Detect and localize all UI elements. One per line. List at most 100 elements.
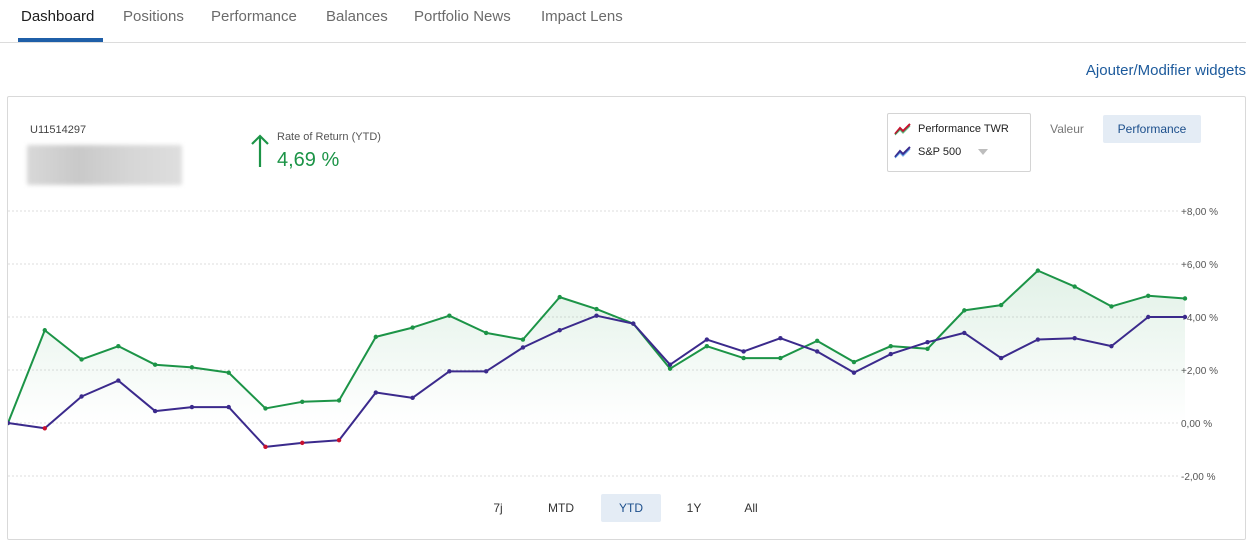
data-point[interactable] <box>704 343 710 349</box>
data-point[interactable] <box>373 334 379 340</box>
y-tick-label: +6,00 % <box>1181 260 1218 271</box>
arrow-up-icon <box>251 134 269 167</box>
data-point[interactable] <box>741 355 746 361</box>
data-point[interactable] <box>594 313 599 318</box>
data-point[interactable] <box>336 398 342 403</box>
data-point[interactable] <box>116 378 121 383</box>
data-point[interactable] <box>189 404 195 410</box>
data-point[interactable] <box>226 370 231 375</box>
account-name-redacted <box>27 145 182 185</box>
data-point[interactable] <box>778 336 783 341</box>
data-point[interactable] <box>152 408 158 414</box>
data-point[interactable] <box>1035 268 1041 273</box>
data-point[interactable] <box>373 390 379 395</box>
data-point[interactable] <box>998 355 1004 361</box>
data-point[interactable] <box>336 438 342 443</box>
data-point[interactable] <box>42 328 47 333</box>
tab-performance[interactable]: Performance <box>211 8 297 25</box>
data-point[interactable] <box>152 362 158 367</box>
data-point[interactable] <box>79 394 84 399</box>
data-point[interactable] <box>888 343 893 349</box>
y-tick-label: +8,00 % <box>1181 207 1218 218</box>
top-tab-bar: Dashboard Positions Performance Balances… <box>0 0 1246 43</box>
data-point[interactable] <box>1072 336 1077 341</box>
data-point[interactable] <box>631 321 636 326</box>
data-point[interactable] <box>814 338 820 344</box>
y-tick-label: +4,00 % <box>1181 313 1218 324</box>
legend-item-performance-twr[interactable]: Performance TWR <box>894 122 1009 136</box>
data-point[interactable] <box>520 345 526 350</box>
data-point[interactable] <box>925 339 930 345</box>
data-point[interactable] <box>1109 304 1114 309</box>
data-point[interactable] <box>851 359 857 365</box>
data-point[interactable] <box>300 440 305 446</box>
tab-dashboard[interactable]: Dashboard <box>21 8 95 25</box>
data-point[interactable] <box>300 399 305 404</box>
data-point[interactable] <box>1146 293 1151 298</box>
data-point[interactable] <box>814 349 820 354</box>
data-point[interactable] <box>998 302 1004 308</box>
data-point[interactable] <box>778 355 783 361</box>
tab-impact-lens[interactable]: Impact Lens <box>541 8 623 25</box>
data-point[interactable] <box>1072 284 1077 289</box>
data-point[interactable] <box>1146 314 1151 320</box>
legend-label: S&P 500 <box>918 146 962 158</box>
data-point[interactable] <box>79 357 84 362</box>
chart-legend: Performance TWR S&P 500 <box>887 113 1031 172</box>
data-point[interactable] <box>667 366 673 371</box>
tab-positions[interactable]: Positions <box>123 8 184 25</box>
data-point[interactable] <box>704 337 710 342</box>
toggle-valeur-button[interactable]: Valeur <box>1050 122 1084 136</box>
data-point[interactable] <box>263 444 268 450</box>
data-point[interactable] <box>8 420 11 426</box>
twr-area-fill <box>8 270 1185 423</box>
data-point[interactable] <box>410 325 415 330</box>
data-point[interactable] <box>263 406 268 411</box>
data-point[interactable] <box>888 351 893 357</box>
performance-widget-card: U11514297 Rate of Return (YTD) 4,69 % Pe… <box>7 96 1246 540</box>
y-tick-label: -2,00 % <box>1181 472 1216 483</box>
data-point[interactable] <box>226 404 231 410</box>
data-point[interactable] <box>962 308 967 313</box>
data-point[interactable] <box>1182 296 1188 301</box>
data-point[interactable] <box>483 330 489 336</box>
add-modify-widgets-link[interactable]: Ajouter/Modifier widgets <box>1085 62 1246 79</box>
data-point[interactable] <box>520 337 526 342</box>
account-id: U11514297 <box>30 124 87 136</box>
legend-label: Performance TWR <box>918 123 1009 135</box>
toggle-performance-button[interactable]: Performance <box>1103 115 1201 143</box>
tab-balances[interactable]: Balances <box>326 8 388 25</box>
data-point[interactable] <box>925 346 930 351</box>
data-point[interactable] <box>447 313 452 318</box>
data-point[interactable] <box>557 328 562 333</box>
data-point[interactable] <box>116 343 121 349</box>
data-point[interactable] <box>447 369 452 374</box>
rate-of-return-value: 4,69 % <box>277 149 340 171</box>
data-point[interactable] <box>557 294 562 300</box>
data-point[interactable] <box>1109 343 1114 349</box>
data-point[interactable] <box>1182 314 1188 320</box>
data-point[interactable] <box>741 349 746 354</box>
active-tab-indicator <box>18 38 103 42</box>
range-all-button[interactable]: All <box>744 501 758 515</box>
data-point[interactable] <box>594 306 599 312</box>
legend-item-sp500[interactable]: S&P 500 <box>894 145 989 159</box>
tab-portfolio-news[interactable]: Portfolio News <box>414 8 511 25</box>
line-chart-icon <box>894 123 911 136</box>
data-point[interactable] <box>483 369 489 374</box>
range-ytd-button[interactable]: YTD <box>601 494 661 522</box>
y-tick-label: 0,00 % <box>1181 419 1212 430</box>
range-7j-button[interactable]: 7j <box>493 501 503 515</box>
data-point[interactable] <box>851 370 857 375</box>
data-point[interactable] <box>410 395 415 401</box>
range-1y-button[interactable]: 1Y <box>686 501 702 515</box>
chevron-down-icon[interactable] <box>978 149 989 155</box>
data-point[interactable] <box>962 330 967 336</box>
data-point[interactable] <box>42 426 47 431</box>
performance-line-chart: -2,00 % 0,00 % +2,00 % +4,00 % +6,00 % +8,00 … <box>8 207 1218 483</box>
data-point[interactable] <box>667 362 673 367</box>
range-mtd-button[interactable]: MTD <box>548 501 574 515</box>
data-point[interactable] <box>1035 337 1041 342</box>
rate-of-return-label: Rate of Return (YTD) <box>277 131 381 143</box>
data-point[interactable] <box>189 365 195 370</box>
